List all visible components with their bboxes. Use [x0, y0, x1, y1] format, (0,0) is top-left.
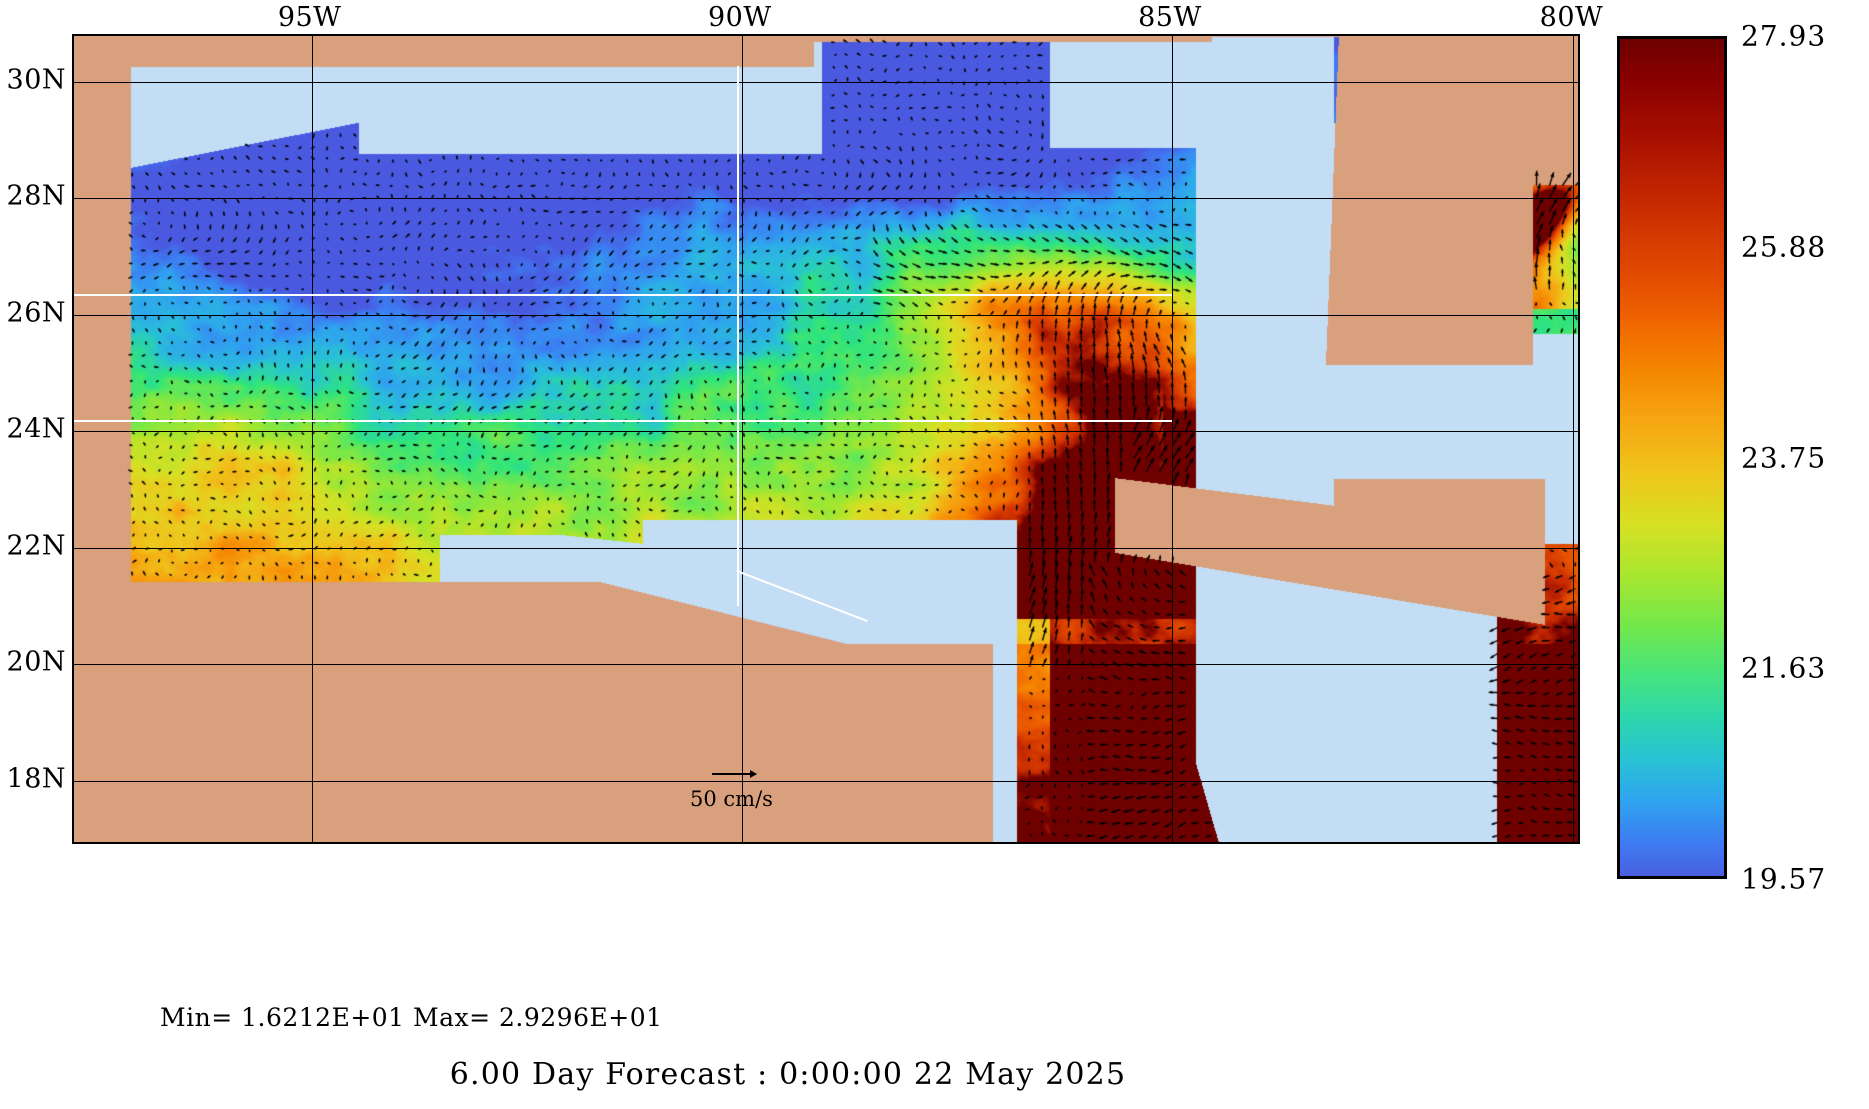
gridline-meridian-90w: [742, 36, 743, 842]
y-tick-18n: 18N: [6, 763, 66, 795]
colorbar-tick-25.88: 25.88: [1741, 230, 1827, 264]
colorbar-container: [1617, 36, 1727, 879]
y-tick-26n: 26N: [6, 297, 66, 329]
gridline-parallel-18n: [74, 781, 1578, 782]
x-tick-80w: 80W: [1539, 2, 1604, 33]
x-tick-85w: 85W: [1138, 2, 1202, 33]
reference-velocity-arrow: [712, 770, 757, 778]
gridline-parallel-20n: [74, 664, 1578, 665]
velocity-scale-label: 50 cm/s: [690, 787, 773, 811]
white-reference-line-h2: [74, 420, 1172, 422]
x-tick-95w: 95W: [277, 2, 342, 33]
gridline-parallel-28n: [74, 198, 1578, 199]
colorbar-tick-23.75: 23.75: [1741, 441, 1827, 474]
forecast-title: 6.00 Day Forecast : 0:00:00 22 May 2025: [449, 1057, 1127, 1092]
y-tick-22n: 22N: [6, 530, 66, 562]
colorbar-tick-19.57: 19.57: [1741, 862, 1827, 896]
y-tick-30n: 30N: [6, 64, 66, 96]
y-tick-20n: 20N: [6, 646, 66, 678]
y-tick-24n: 24N: [6, 413, 66, 445]
gridline-meridian-85w: [1172, 36, 1173, 842]
white-reference-line-h1: [74, 294, 1172, 296]
gridline-meridian-80w: [1573, 36, 1574, 842]
gridline-parallel-22n: [74, 548, 1578, 549]
map-plot-area: 50 cm/s: [72, 34, 1580, 844]
sst-current-field: [74, 36, 1578, 842]
gridline-parallel-30n: [74, 82, 1578, 83]
gridline-parallel-26n: [74, 315, 1578, 316]
white-reference-line-v: [737, 66, 739, 606]
gridline-meridian-95w: [312, 36, 313, 842]
colorbar-tick-27.93: 27.93: [1741, 19, 1827, 53]
min-max-annotation: Min= 1.6212E+01 Max= 2.9296E+01: [160, 1003, 663, 1032]
colorbar-tick-21.63: 21.63: [1741, 651, 1827, 685]
y-tick-28n: 28N: [6, 180, 66, 212]
colorbar-gradient: [1617, 36, 1727, 879]
x-tick-90w: 90W: [707, 2, 772, 33]
gridline-parallel-24n: [74, 431, 1578, 432]
